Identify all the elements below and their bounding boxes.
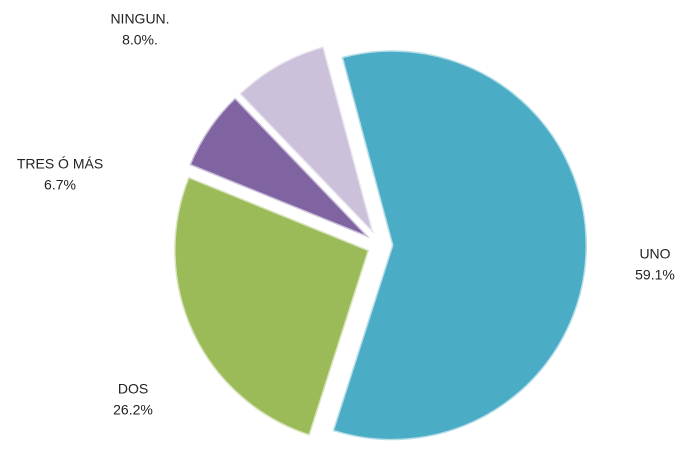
- slice-value-label: 59.1%: [635, 267, 675, 283]
- pie-slice: [187, 95, 372, 240]
- slice-label: DOS: [118, 381, 148, 397]
- slice-value-label: 6.7%: [44, 177, 76, 193]
- slice-value-label: 26.2%: [113, 402, 153, 418]
- slice-label: NINGUN.: [110, 11, 169, 27]
- pie-slice: [330, 48, 589, 442]
- slice-value-label: 8.0%.: [122, 32, 158, 48]
- pie-slice: [172, 174, 371, 438]
- slice-label: UNO: [639, 246, 670, 262]
- slice-label: TRES Ó MÁS: [17, 156, 103, 172]
- pie-slice: [237, 44, 376, 236]
